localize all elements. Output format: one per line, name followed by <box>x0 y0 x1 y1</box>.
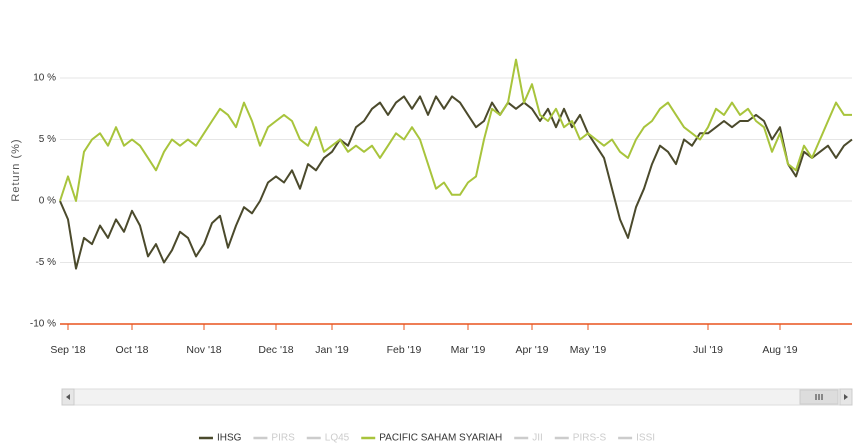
scrollbar[interactable] <box>61 388 853 406</box>
x-tick-label: Sep '18 <box>50 344 85 356</box>
legend-item[interactable]: ISSI <box>618 433 655 444</box>
legend: IHSG PIRS LQ45 PACIFIC SAHAM SYARIAH JII PIRS… <box>198 433 655 444</box>
y-tick-label: -10 % <box>30 319 56 330</box>
legend-label: PIRS-S <box>573 433 607 444</box>
x-tick-label: Apr '19 <box>516 344 549 356</box>
x-tick-label: Jul '19 <box>693 344 723 356</box>
legend-label: ISSI <box>636 433 655 444</box>
legend-item[interactable]: PIRS-S <box>554 433 607 444</box>
legend-label: IHSG <box>217 433 242 444</box>
legend-label: JII <box>532 433 543 444</box>
y-tick-label: 0 % <box>39 196 56 207</box>
legend-item[interactable]: PACIFIC SAHAM SYARIAH <box>361 433 502 444</box>
x-tick-label: Dec '18 <box>258 344 293 356</box>
legend-item[interactable]: JII <box>514 433 543 444</box>
y-tick-label: 5 % <box>39 134 56 145</box>
x-tick-label: Mar '19 <box>451 344 486 356</box>
legend-item[interactable]: IHSG <box>198 433 242 444</box>
y-tick-label: 10 % <box>33 73 56 84</box>
series-line <box>59 95 853 270</box>
x-tick-label: Jan '19 <box>315 344 349 356</box>
legend-label: LQ45 <box>325 433 350 444</box>
x-tick-label: Oct '18 <box>116 344 149 356</box>
x-tick-label: Nov '18 <box>186 344 221 356</box>
legend-item[interactable]: LQ45 <box>306 433 350 444</box>
thumb-grip <box>815 394 823 400</box>
scrollbar-track[interactable] <box>61 388 853 406</box>
legend-label: PACIFIC SAHAM SYARIAH <box>379 433 502 444</box>
legend-item[interactable]: PIRS <box>253 433 295 444</box>
right-arrow <box>844 394 848 400</box>
x-tick-label: Aug '19 <box>762 344 797 356</box>
y-tick-label: -5 % <box>35 257 56 268</box>
series-line <box>59 58 852 202</box>
x-tick-label: May '19 <box>570 344 607 356</box>
legend-label: PIRS <box>271 433 295 444</box>
y-axis-label: Return (%) <box>10 138 22 201</box>
x-tick-label: Feb '19 <box>387 344 422 356</box>
left-arrow <box>66 394 70 400</box>
